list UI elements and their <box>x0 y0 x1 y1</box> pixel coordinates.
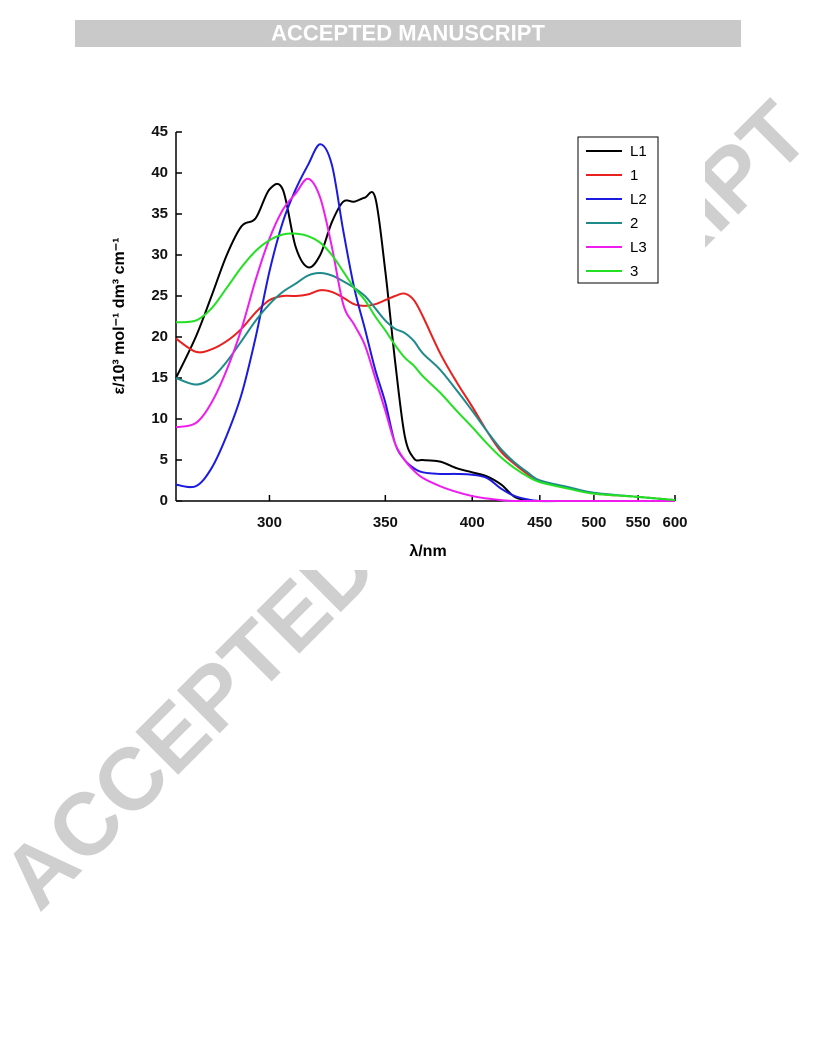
y-tick-label: 0 <box>160 492 168 509</box>
series-line <box>175 182 675 503</box>
x-tick-label: 600 <box>662 514 687 531</box>
series-line <box>175 177 675 503</box>
legend-box <box>577 136 659 284</box>
legend-label: L1 <box>630 143 647 160</box>
legend-label: 3 <box>630 263 638 280</box>
y-tick-label: 35 <box>151 205 168 222</box>
series-line <box>175 289 676 502</box>
x-tick-label: 400 <box>460 514 485 531</box>
x-tick-label: 350 <box>373 514 398 531</box>
header-title: ACCEPTED MANUSCRIPT <box>271 20 545 45</box>
legend-label: 1 <box>630 167 638 184</box>
x-tick-label: 500 <box>581 514 606 531</box>
series-line <box>175 232 676 502</box>
y-tick-label: 5 <box>160 451 168 468</box>
x-axis-label: λ/nm <box>409 543 446 560</box>
x-tick-label: 450 <box>527 514 552 531</box>
x-tick-label: 550 <box>626 514 651 531</box>
legend-label: L2 <box>630 191 647 208</box>
y-tick-label: 15 <box>151 369 168 386</box>
legend-label: 2 <box>630 215 638 232</box>
y-tick-label: 10 <box>151 410 168 427</box>
series-line <box>175 272 676 502</box>
y-tick-label: 25 <box>151 287 168 304</box>
x-tick-label: 300 <box>257 514 282 531</box>
series-line <box>175 143 675 503</box>
y-axis-label: ε/10³ mol⁻¹ dm³ cm⁻¹ <box>111 238 128 395</box>
y-tick-label: 30 <box>151 246 168 263</box>
y-tick-label: 20 <box>151 328 168 345</box>
y-tick-label: 45 <box>151 123 168 140</box>
legend-label: L3 <box>630 239 647 256</box>
y-tick-label: 40 <box>151 164 168 181</box>
header-band <box>75 20 741 47</box>
